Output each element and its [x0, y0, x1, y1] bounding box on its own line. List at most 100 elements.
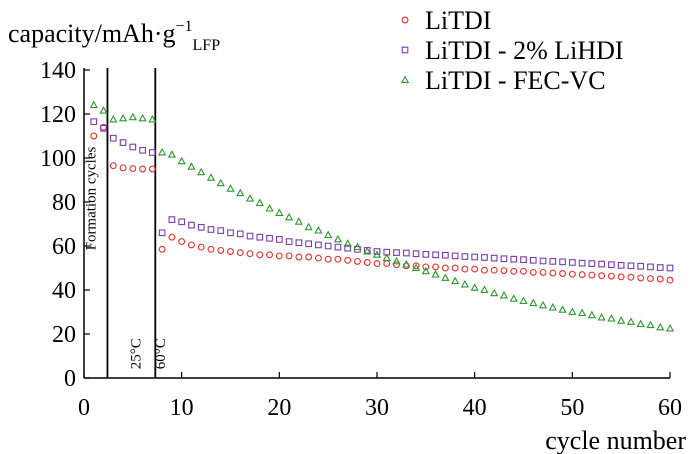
- data-point-circle: [266, 251, 274, 259]
- data-point-circle: [578, 271, 586, 279]
- data-point-triangle: [490, 288, 499, 297]
- y-axis-title-main: capacity/mAh·g: [8, 19, 176, 48]
- data-point-circle: [139, 165, 147, 173]
- data-point-triangle: [294, 217, 303, 225]
- data-point-square: [158, 229, 166, 237]
- data-point-triangle: [460, 279, 470, 288]
- x-tick-label: 60: [658, 395, 682, 421]
- data-point-circle: [285, 252, 293, 260]
- data-point-circle: [197, 243, 205, 251]
- data-point-triangle: [402, 260, 411, 268]
- data-point-square: [344, 244, 352, 252]
- data-point-circle: [510, 267, 518, 275]
- data-point-circle: [344, 256, 352, 264]
- data-point-square: [529, 256, 537, 264]
- data-point-square: [178, 218, 186, 226]
- data-point-triangle: [646, 320, 655, 329]
- data-point-circle: [588, 271, 596, 279]
- data-point-triangle: [400, 75, 410, 83]
- x-tick-label: 10: [170, 395, 194, 421]
- data-point-square: [295, 239, 303, 247]
- data-point-square: [227, 229, 234, 237]
- data-point-square: [500, 255, 508, 263]
- data-point-circle: [373, 260, 381, 268]
- data-point-triangle: [587, 310, 596, 319]
- data-point-square: [109, 134, 117, 142]
- data-point-triangle: [138, 113, 147, 122]
- data-point-triangle: [197, 167, 206, 176]
- data-point-triangle: [206, 173, 216, 181]
- data-point-circle: [109, 162, 117, 170]
- data-point-square: [188, 221, 195, 229]
- data-point-square: [256, 233, 264, 241]
- data-point-circle: [187, 241, 195, 249]
- data-point-triangle: [343, 239, 352, 247]
- data-point-square: [539, 257, 547, 265]
- data-point-circle: [334, 255, 342, 263]
- data-point-circle: [490, 266, 498, 274]
- data-point-square: [656, 264, 664, 271]
- data-point-circle: [324, 255, 332, 263]
- data-point-triangle: [558, 305, 567, 313]
- data-point-triangle: [167, 150, 177, 158]
- data-point-square: [119, 139, 127, 146]
- data-point-triangle: [538, 300, 548, 309]
- data-point-circle: [178, 238, 186, 246]
- data-point-square: [324, 242, 332, 250]
- data-point-circle: [568, 270, 576, 278]
- y-axis-title-sup: −1: [176, 18, 193, 35]
- data-point-triangle: [333, 234, 343, 243]
- data-point-square: [275, 236, 283, 243]
- data-point-circle: [627, 273, 635, 281]
- data-point-triangle: [148, 114, 157, 123]
- data-point-square: [481, 254, 488, 261]
- data-point-circle: [480, 266, 488, 274]
- data-point-triangle: [314, 226, 323, 234]
- data-point-triangle: [470, 283, 479, 291]
- data-point-triangle: [656, 322, 665, 331]
- data-point-circle: [656, 275, 664, 283]
- data-point-square: [207, 226, 215, 233]
- data-point-square: [520, 256, 527, 263]
- data-point-square: [647, 263, 654, 271]
- data-point-square: [217, 227, 225, 234]
- legend-label: LiTDI: [425, 6, 491, 35]
- data-point-circle: [158, 245, 166, 253]
- data-point-circle: [363, 259, 371, 266]
- data-point-circle: [500, 267, 508, 275]
- data-point-square: [568, 259, 576, 266]
- data-point-triangle: [392, 256, 401, 265]
- data-point-circle: [207, 245, 215, 253]
- data-point-square: [627, 262, 635, 270]
- data-point-circle: [461, 265, 469, 273]
- data-point-square: [412, 250, 420, 258]
- data-point-triangle: [128, 112, 137, 121]
- annotation-label: Formation cycles: [84, 147, 100, 251]
- data-point-triangle: [177, 156, 186, 165]
- data-point-circle: [647, 275, 654, 283]
- divider-lines: [106, 68, 157, 378]
- tick-labels: 0 20 40 60 80 100 120 140 0 10 20 30 40 50 60: [40, 58, 682, 421]
- data-point-square: [432, 251, 439, 259]
- data-point-circle: [539, 268, 547, 276]
- data-point-circle: [227, 248, 234, 255]
- series-circle: [90, 123, 674, 284]
- y-tick-label: 0: [64, 366, 76, 392]
- data-point-square: [461, 253, 469, 260]
- data-point-square: [285, 238, 293, 245]
- y-axis-title-sub: LFP: [193, 37, 221, 54]
- data-point-circle: [275, 252, 283, 260]
- data-point-triangle: [304, 222, 313, 231]
- data-point-triangle: [509, 294, 518, 302]
- data-point-triangle: [480, 285, 489, 293]
- axes: [83, 68, 671, 379]
- data-point-triangle: [236, 188, 245, 197]
- annotations: Formation cycles 25°C 60°C: [84, 147, 169, 370]
- data-point-circle: [617, 273, 625, 281]
- data-point-circle: [256, 251, 264, 259]
- data-points: [89, 100, 675, 332]
- data-point-circle: [432, 263, 440, 271]
- data-point-circle: [471, 265, 479, 273]
- data-point-triangle: [519, 296, 528, 304]
